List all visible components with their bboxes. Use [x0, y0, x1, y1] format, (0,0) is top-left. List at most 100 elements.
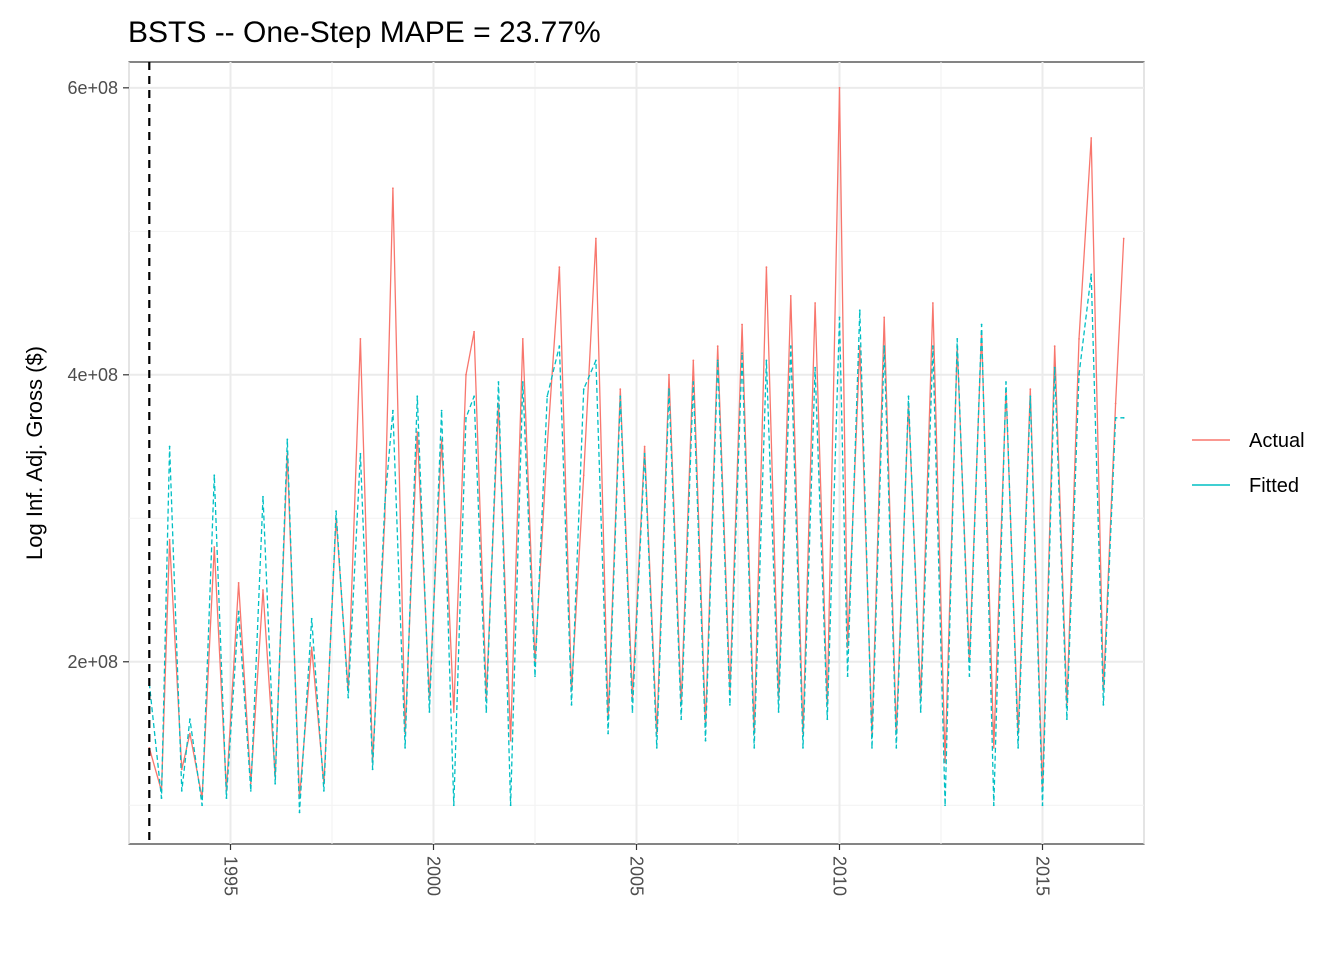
data-point-fitted — [189, 718, 191, 721]
x-tick-label: 2005 — [627, 856, 647, 896]
data-point-fitted — [619, 395, 622, 398]
data-point-actual — [465, 373, 467, 376]
data-point-actual — [1090, 137, 1093, 139]
data-point-fitted — [765, 359, 768, 362]
data-point-fitted — [871, 746, 873, 749]
data-point-fitted — [509, 804, 512, 807]
y-tick-label: 4e+08 — [67, 365, 118, 385]
major-gridlines — [129, 62, 1144, 844]
data-point-fitted — [814, 366, 817, 369]
data-point-fitted — [465, 416, 467, 419]
data-point-fitted — [485, 711, 488, 713]
data-point-actual — [262, 589, 264, 591]
data-point-fitted — [931, 345, 934, 348]
data-point-actual — [359, 338, 362, 340]
x-axis: 1995 2000 2005 2010 2015 — [221, 844, 1053, 896]
data-point-fitted — [347, 696, 350, 699]
data-point-fitted — [274, 782, 277, 785]
data-point-actual — [1114, 402, 1117, 405]
chart-title: BSTS -- One-Step MAPE = 23.77% — [128, 16, 601, 49]
data-point-actual — [558, 266, 561, 269]
data-point-fitted — [546, 395, 549, 398]
data-point-fitted — [1041, 804, 1044, 807]
data-point-fitted — [392, 409, 394, 412]
data-point-actual — [452, 711, 455, 713]
data-point-fitted — [846, 675, 849, 678]
data-point-actual — [838, 86, 841, 89]
data-point-fitted — [1122, 416, 1125, 419]
data-point-fitted — [497, 381, 500, 383]
data-point-fitted — [741, 352, 743, 355]
data-point-actual — [189, 732, 191, 735]
data-point-fitted — [919, 711, 922, 713]
data-point-fitted — [359, 452, 362, 455]
data-point-fitted — [980, 323, 983, 326]
data-point-fitted — [944, 804, 946, 807]
data-point-actual — [237, 581, 240, 584]
data-point-fitted — [838, 316, 841, 319]
data-point-fitted — [907, 395, 910, 398]
data-point-fitted — [858, 309, 861, 312]
data-point-fitted — [777, 711, 780, 713]
data-point-actual — [814, 302, 817, 304]
data-point-actual — [1053, 345, 1056, 348]
data-point-fitted — [440, 409, 443, 412]
data-point-fitted — [452, 804, 455, 807]
data-point-fitted — [225, 797, 228, 799]
data-point-actual — [992, 746, 995, 749]
data-point-fitted — [826, 718, 829, 721]
data-point-actual — [716, 345, 719, 348]
data-point-fitted — [668, 388, 670, 391]
data-point-fitted — [1017, 746, 1020, 749]
series-line-fitted — [148, 273, 1124, 814]
data-point-fitted — [607, 732, 609, 735]
data-point-fitted — [789, 345, 792, 348]
legend: Actual Fitted — [1192, 430, 1305, 497]
data-point-actual — [692, 359, 695, 362]
data-point-fitted — [631, 711, 634, 713]
x-tick-label: 2015 — [1033, 856, 1053, 896]
data-point-fitted — [180, 790, 183, 792]
data-point-fitted — [883, 345, 886, 348]
data-point-fitted — [298, 811, 301, 814]
data-point-actual — [582, 474, 585, 477]
data-point-actual — [416, 431, 419, 434]
data-point-fitted — [1005, 381, 1007, 383]
data-point-fitted — [521, 381, 524, 383]
x-tick-label: 1995 — [221, 856, 241, 896]
series-layer — [148, 86, 1125, 814]
data-point-actual — [1078, 338, 1080, 340]
data-point-actual — [931, 302, 934, 304]
data-point-actual — [180, 768, 183, 771]
data-point-fitted — [237, 610, 240, 613]
data-point-fitted — [310, 617, 313, 620]
data-point-actual — [595, 237, 597, 240]
data-point-actual — [619, 388, 622, 391]
data-point-fitted — [1065, 718, 1068, 721]
data-point-fitted — [570, 703, 573, 706]
data-point-fitted — [728, 703, 731, 706]
data-point-actual — [546, 445, 549, 448]
data-point-fitted — [1029, 395, 1032, 398]
data-point-actual — [1029, 388, 1032, 391]
data-point-fitted — [371, 768, 374, 771]
data-point-actual — [383, 517, 386, 520]
data-point-fitted — [335, 510, 337, 513]
data-point-fitted — [262, 495, 264, 498]
data-point-actual — [765, 266, 768, 269]
data-point-fitted — [802, 746, 804, 749]
data-point-fitted — [680, 718, 683, 721]
data-point-fitted — [558, 345, 561, 348]
data-point-fitted — [286, 438, 289, 441]
data-point-fitted — [473, 395, 475, 398]
data-point-fitted — [1102, 703, 1105, 706]
data-point-actual — [392, 187, 394, 190]
data-point-fitted — [1114, 416, 1117, 419]
data-point-fitted — [1090, 273, 1093, 276]
data-point-actual — [789, 294, 792, 297]
data-point-fitted — [213, 474, 216, 477]
data-point-fitted — [704, 739, 707, 742]
data-point-fitted — [716, 359, 719, 362]
data-point-actual — [741, 323, 743, 326]
